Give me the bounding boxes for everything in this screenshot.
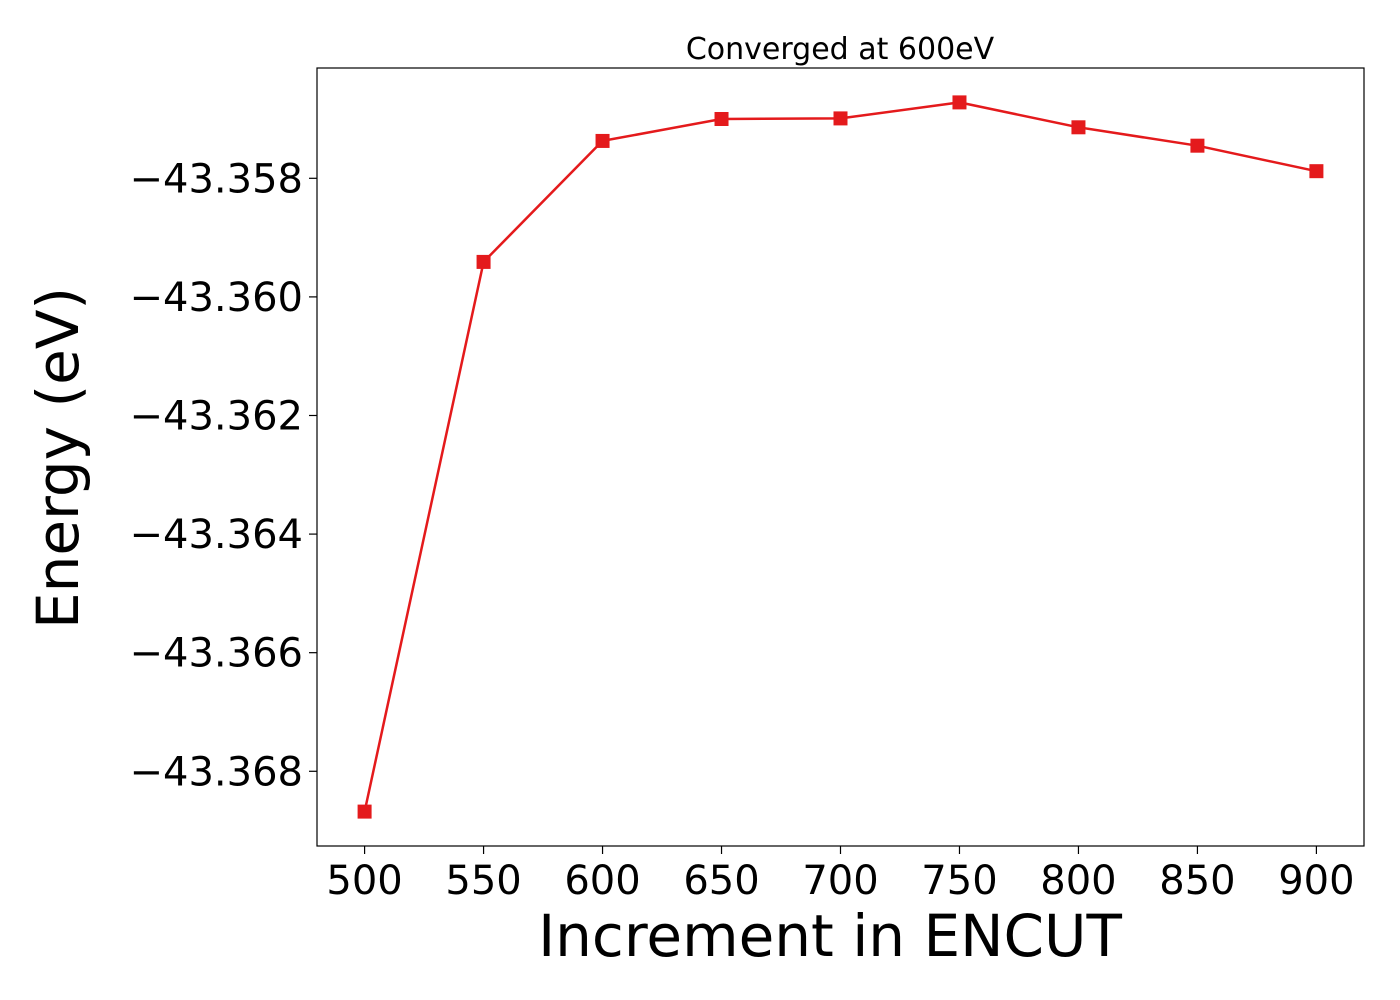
y-tick-label: −43.366 [130, 631, 303, 677]
data-point-marker [1071, 120, 1086, 135]
y-tick-label: −43.360 [130, 275, 303, 321]
data-point-marker [595, 133, 610, 148]
plot-frame [316, 67, 1365, 847]
data-point-marker [1309, 164, 1324, 179]
data-point-marker [714, 111, 729, 126]
x-tick-label: 550 [445, 858, 521, 904]
x-axis-label: Increment in ENCUT [538, 902, 1122, 970]
x-tick-label: 850 [1159, 858, 1235, 904]
y-tick-label: −43.362 [130, 393, 303, 439]
x-tick-label: 750 [921, 858, 997, 904]
ticks-layer: −43.358 −43.360 −43.362 −43.364 −43.366 −43.3… [130, 156, 1355, 904]
data-point-marker [952, 95, 967, 110]
x-tick-label: 500 [326, 858, 402, 904]
y-tick-label: −43.368 [130, 749, 303, 795]
x-tick-label: 900 [1278, 858, 1354, 904]
data-point-marker [1190, 138, 1205, 153]
x-tick-label: 650 [683, 858, 759, 904]
data-point-marker [357, 804, 372, 819]
y-tick-label: −43.364 [130, 512, 303, 558]
y-axis-label: Energy (eV) [24, 287, 92, 629]
chart-title: Converged at 600eV [686, 32, 995, 67]
x-tick-label: 600 [564, 858, 640, 904]
data-point-marker [833, 111, 848, 126]
x-tick-label: 800 [1040, 858, 1116, 904]
series-layer [357, 95, 1324, 819]
x-tick-label: 700 [802, 858, 878, 904]
y-tick-label: −43.358 [130, 156, 303, 202]
data-point-marker [476, 254, 491, 269]
